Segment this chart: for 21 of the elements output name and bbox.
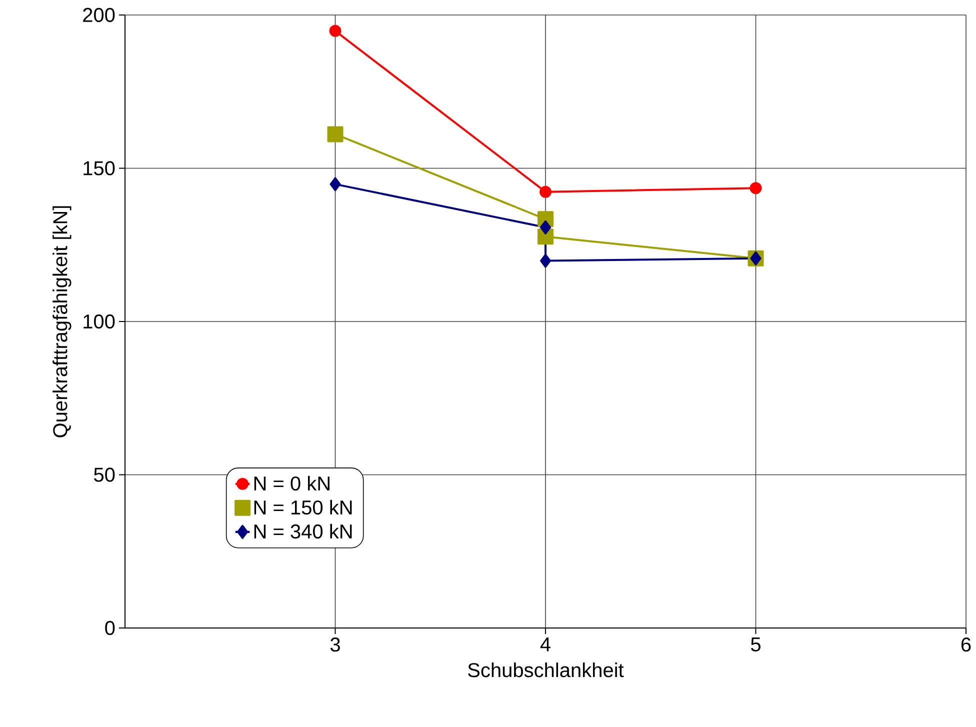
point <box>540 186 552 198</box>
x-tick-label: 3 <box>330 638 340 652</box>
legend-label: N = 150 kN <box>254 500 352 515</box>
point <box>750 182 762 194</box>
y-tick-label: 0 <box>105 620 115 636</box>
x-tick-label: 5 <box>750 638 760 652</box>
y-tick-label: 50 <box>94 468 115 482</box>
x-tick-label: 4 <box>540 638 550 652</box>
legend-label: N = 340 kN <box>254 524 352 539</box>
point <box>327 126 344 142</box>
y-tick-label: 100 <box>84 314 115 329</box>
point <box>540 254 552 268</box>
point <box>330 177 341 192</box>
x-tick-label: 6 <box>961 638 971 652</box>
legend-label: N = 0 kN <box>254 476 330 491</box>
point <box>540 220 552 234</box>
y-tick-label: 200 <box>83 8 115 22</box>
x-axis-title: Schubschlankheit <box>468 662 624 678</box>
point <box>329 24 342 37</box>
y-axis-title: Querkrafttragfähigkeit [kN] <box>52 206 72 438</box>
y-tick-label: 150 <box>84 161 115 176</box>
